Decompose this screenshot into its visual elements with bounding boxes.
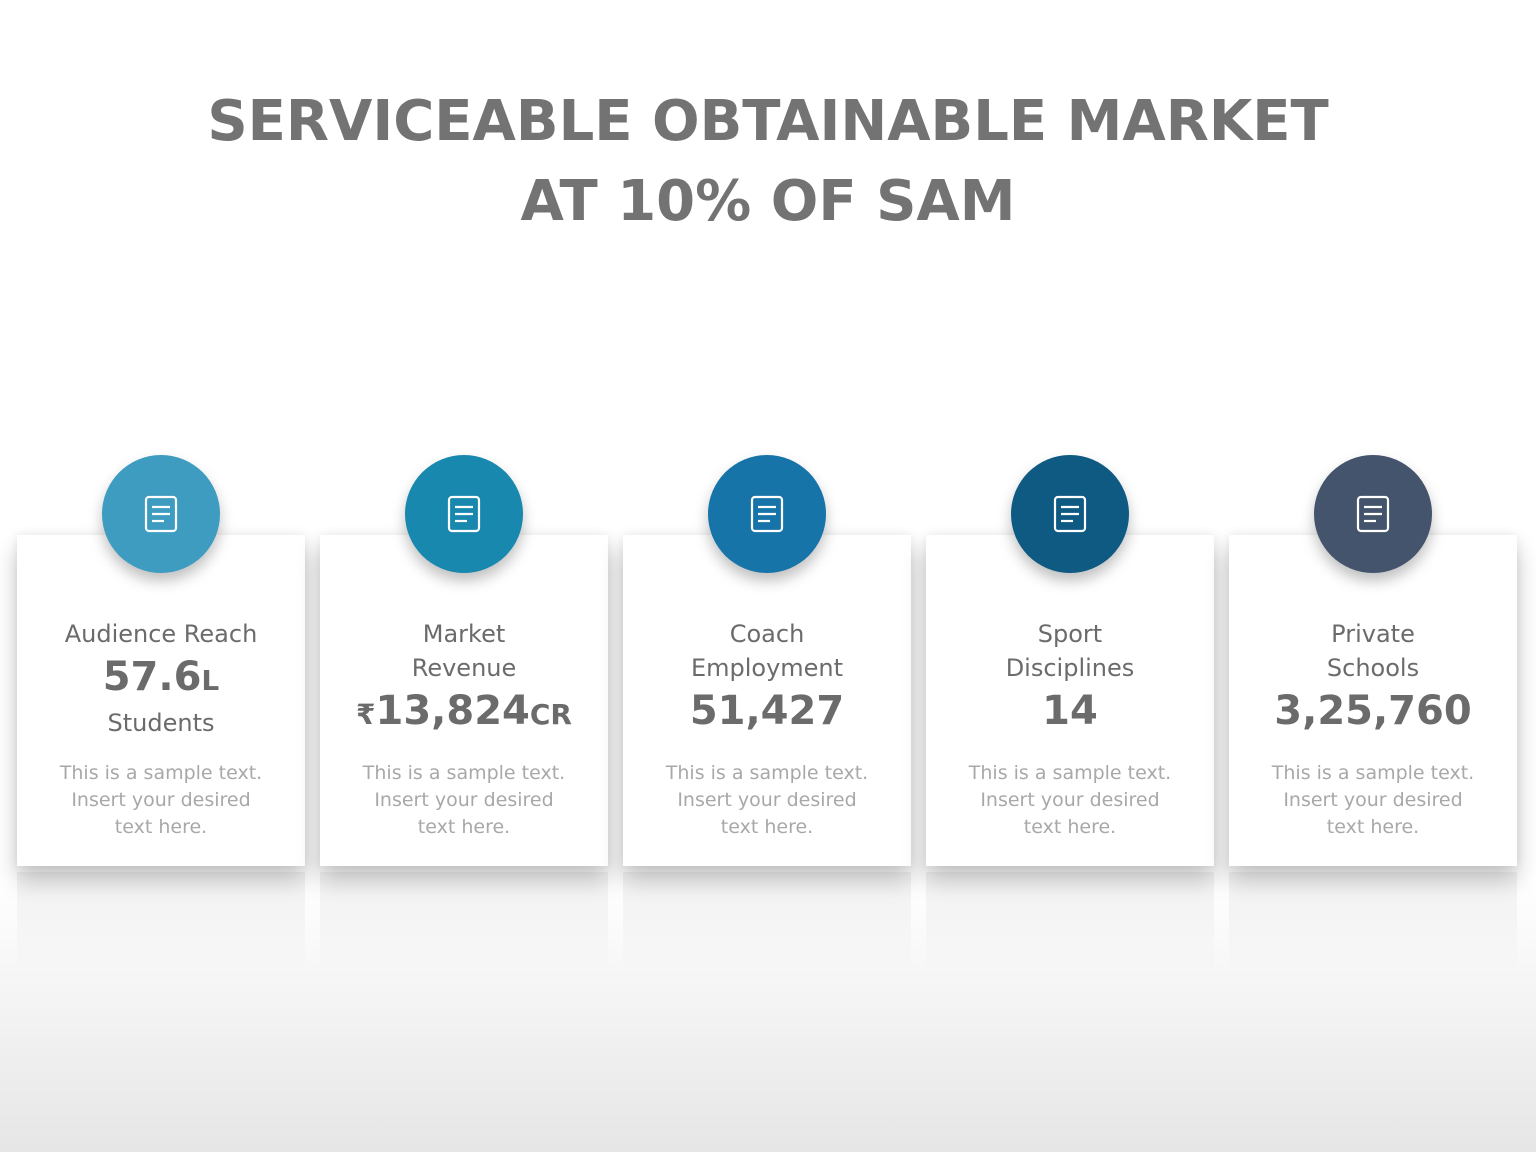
card-description: This is a sample text. Insert your desire… bbox=[17, 760, 305, 841]
icon-circle bbox=[102, 455, 220, 573]
card-content: Coach Employment 51,427 bbox=[623, 617, 911, 737]
description-line: This is a sample text. bbox=[665, 762, 869, 784]
title: SERVICEABLE OBTAINABLE MARKET AT 10% OF S… bbox=[0, 82, 1536, 242]
description-line: Insert your desired bbox=[677, 789, 857, 811]
value-number: 13,824 bbox=[375, 688, 530, 734]
card-label: Revenue bbox=[411, 654, 517, 682]
value-suffix: L bbox=[201, 664, 220, 697]
card-value: ₹13,824CR bbox=[320, 685, 608, 741]
card bbox=[623, 535, 911, 866]
value-number: 14 bbox=[1042, 688, 1098, 734]
value-number: 3,25,760 bbox=[1274, 688, 1472, 734]
card-label: Disciplines bbox=[1005, 654, 1135, 682]
icon bbox=[1053, 495, 1087, 533]
card-reflection bbox=[623, 872, 911, 972]
card bbox=[17, 535, 305, 866]
icon bbox=[750, 495, 784, 533]
title-line: AT 10% OF SAM bbox=[520, 169, 1016, 234]
icon-circle bbox=[708, 455, 826, 573]
description-line: text here. bbox=[720, 816, 814, 838]
card-reflection bbox=[1229, 872, 1517, 972]
value-number: 57.6 bbox=[102, 654, 202, 700]
card-label: Audience Reach bbox=[64, 620, 258, 648]
card-value: 3,25,760 bbox=[1229, 685, 1517, 737]
title-line: SERVICEABLE OBTAINABLE MARKET bbox=[207, 89, 1329, 154]
card-value: 57.6L bbox=[17, 651, 305, 707]
description-line: Insert your desired bbox=[374, 789, 554, 811]
card-description: This is a sample text. Insert your desire… bbox=[1229, 760, 1517, 841]
card-label: Coach bbox=[729, 620, 805, 648]
description-line: text here. bbox=[114, 816, 208, 838]
card-reflection bbox=[320, 872, 608, 972]
card-value: 51,427 bbox=[623, 685, 911, 737]
card-label: Employment bbox=[690, 654, 844, 682]
description-line: text here. bbox=[417, 816, 511, 838]
description-line: This is a sample text. bbox=[968, 762, 1172, 784]
card-content: Market Revenue ₹13,824CR bbox=[320, 617, 608, 741]
card-content: Sport Disciplines 14 bbox=[926, 617, 1214, 737]
description-line: Insert your desired bbox=[980, 789, 1160, 811]
value-sub: Students bbox=[107, 709, 215, 737]
card-description: This is a sample text. Insert your desire… bbox=[926, 760, 1214, 841]
card-label: Private bbox=[1331, 620, 1415, 648]
card-description: This is a sample text. Insert your desire… bbox=[320, 760, 608, 841]
description-line: text here. bbox=[1023, 816, 1117, 838]
description-line: Insert your desired bbox=[1283, 789, 1463, 811]
card-reflection bbox=[926, 872, 1214, 972]
card-reflection bbox=[17, 872, 305, 972]
card-description: This is a sample text. Insert your desire… bbox=[623, 760, 911, 841]
card-content: Private Schools 3,25,760 bbox=[1229, 617, 1517, 737]
card-label: Schools bbox=[1326, 654, 1420, 682]
value-number: 51,427 bbox=[689, 688, 845, 734]
icon bbox=[447, 495, 481, 533]
icon-circle bbox=[1011, 455, 1129, 573]
card-content: Audience Reach 57.6L Students bbox=[17, 617, 305, 739]
card-value: 14 bbox=[926, 685, 1214, 737]
icon-circle bbox=[405, 455, 523, 573]
icon-circle bbox=[1314, 455, 1432, 573]
description-line: Insert your desired bbox=[71, 789, 251, 811]
value-suffix: CR bbox=[529, 698, 572, 731]
card bbox=[320, 535, 608, 866]
card-label: Sport bbox=[1037, 620, 1103, 648]
description-line: text here. bbox=[1326, 816, 1420, 838]
card-label: Market bbox=[422, 620, 506, 648]
card bbox=[926, 535, 1214, 866]
description-line: This is a sample text. bbox=[59, 762, 263, 784]
icon bbox=[1356, 495, 1390, 533]
description-line: This is a sample text. bbox=[1271, 762, 1475, 784]
icon bbox=[144, 495, 178, 533]
value-prefix: ₹ bbox=[356, 698, 376, 731]
description-line: This is a sample text. bbox=[362, 762, 566, 784]
card bbox=[1229, 535, 1517, 866]
